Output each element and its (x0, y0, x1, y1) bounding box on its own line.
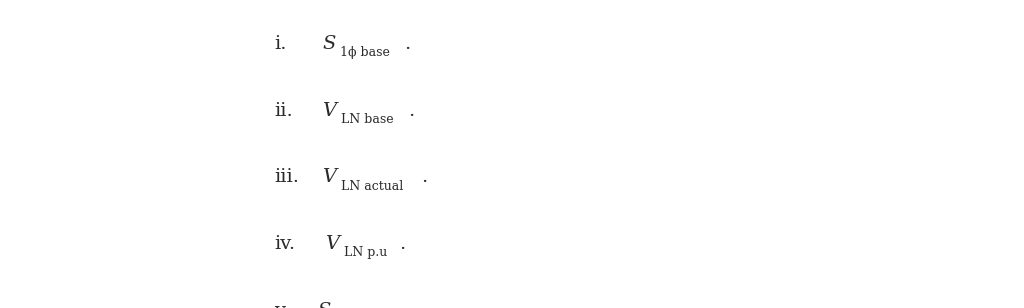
Text: LN p.u: LN p.u (344, 246, 387, 259)
Text: LN base: LN base (341, 113, 393, 126)
Text: .: . (409, 102, 415, 120)
Text: .: . (399, 235, 406, 253)
Text: .: . (403, 35, 411, 53)
Text: v.: v. (273, 302, 289, 308)
Text: LN actual: LN actual (341, 180, 402, 193)
Text: S: S (317, 302, 331, 308)
Text: 1ϕ base: 1ϕ base (340, 46, 389, 59)
Text: V: V (326, 235, 340, 253)
Text: S: S (323, 35, 336, 53)
Text: V: V (323, 102, 337, 120)
Text: V: V (323, 168, 337, 186)
Text: ii.: ii. (273, 102, 293, 120)
Text: iii.: iii. (273, 168, 299, 186)
Text: iv.: iv. (273, 235, 295, 253)
Text: i.: i. (273, 35, 287, 53)
Text: .: . (412, 302, 418, 308)
Text: .: . (421, 168, 427, 186)
